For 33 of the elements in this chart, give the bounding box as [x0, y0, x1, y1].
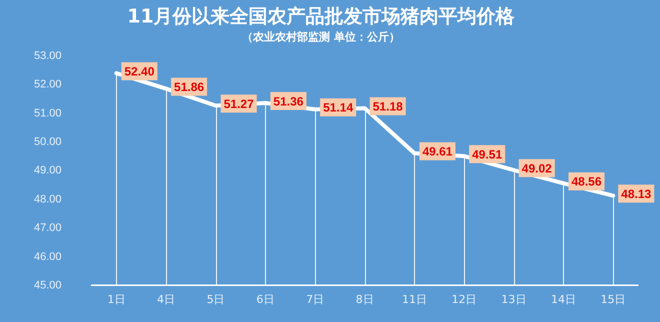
x-tick-label: 5日 — [206, 292, 225, 306]
y-tick-label: 53.00 — [34, 50, 62, 62]
data-label: 51.86 — [174, 80, 204, 94]
chart-subtitle: （农业农村部监测 单位：公斤） — [242, 30, 400, 44]
x-tick-label: 8日 — [356, 292, 374, 306]
y-tick-label: 45.00 — [34, 279, 62, 292]
x-tick-label: 13日 — [501, 292, 526, 306]
y-tick-label: 47.00 — [34, 222, 62, 234]
y-tick-label: 49.00 — [34, 164, 62, 177]
x-tick-label: 11日 — [402, 292, 427, 306]
chart-title: 11月份以来全国农产品批发市场猪肉平均价格 — [127, 5, 516, 28]
x-tick-label: 15日 — [600, 292, 626, 306]
y-tick-label: 48.00 — [34, 193, 62, 206]
x-tick-label: 7日 — [306, 292, 324, 306]
y-tick-label: 52.00 — [34, 78, 62, 91]
data-label: 51.18 — [372, 100, 404, 114]
data-label: 52.40 — [124, 64, 155, 79]
data-label: 49.02 — [522, 161, 552, 176]
data-label: 48.13 — [621, 186, 652, 201]
data-label: 49.61 — [422, 144, 453, 159]
x-tick-label: 6日 — [256, 292, 274, 306]
data-label: 51.14 — [323, 100, 354, 115]
x-tick-label: 4日 — [157, 292, 176, 306]
y-tick-label: 50.00 — [34, 136, 62, 148]
y-tick-label: 46.00 — [34, 250, 62, 263]
data-label: 51.27 — [224, 96, 254, 111]
x-tick-label: 12日 — [452, 292, 477, 306]
y-tick-label: 51.00 — [34, 107, 62, 120]
data-label: 51.36 — [273, 94, 304, 108]
x-tick-label: 14日 — [550, 292, 576, 306]
x-tick-label: 1日 — [107, 292, 126, 306]
data-label: 49.51 — [472, 147, 502, 162]
data-label: 48.56 — [571, 174, 602, 189]
